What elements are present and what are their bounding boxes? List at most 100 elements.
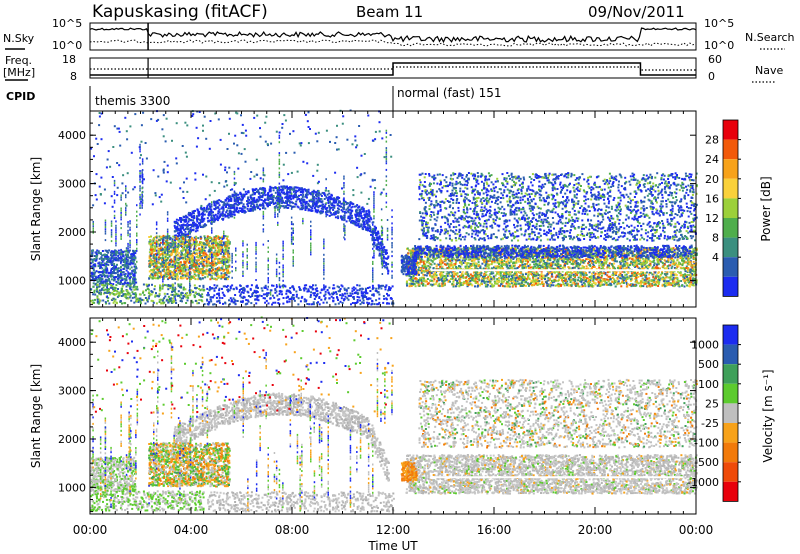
scatter-cell bbox=[358, 284, 361, 287]
scatter-cell bbox=[322, 206, 325, 208]
scatter-cell bbox=[277, 196, 280, 199]
scatter-cell bbox=[193, 221, 196, 224]
scatter-cell bbox=[299, 199, 302, 202]
scatter-cell bbox=[155, 254, 158, 256]
scatter-cell bbox=[194, 230, 197, 233]
scatter-cell bbox=[236, 207, 238, 210]
scatter-cell bbox=[238, 198, 241, 200]
scatter-cell bbox=[374, 234, 377, 236]
scatter-cell bbox=[332, 208, 335, 211]
scatter-cell bbox=[302, 217, 304, 220]
scatter-cell bbox=[223, 232, 225, 235]
scatter-cell bbox=[182, 256, 185, 259]
scatter-cell bbox=[382, 295, 385, 298]
scatter-cell bbox=[246, 256, 248, 259]
scatter-cell bbox=[148, 291, 151, 294]
scatter-cell bbox=[184, 218, 187, 221]
scatter-cell bbox=[351, 202, 354, 205]
scatter-cell bbox=[315, 203, 318, 206]
scatter-cell bbox=[259, 208, 261, 211]
scatter-cell bbox=[255, 201, 258, 203]
scatter-cell bbox=[211, 260, 213, 262]
scatter-cell bbox=[367, 229, 369, 232]
scatter-cell bbox=[176, 222, 179, 224]
scatter-cell bbox=[113, 201, 116, 204]
scatter-cell bbox=[283, 201, 286, 204]
scatter-cell bbox=[176, 247, 179, 250]
scatter-cell bbox=[235, 260, 237, 263]
scatter-cell bbox=[227, 203, 230, 206]
scatter-cell bbox=[193, 256, 196, 259]
scatter-cell bbox=[262, 215, 265, 218]
scatter-cell bbox=[361, 295, 364, 298]
scatter-cell bbox=[262, 224, 265, 226]
scatter-cell bbox=[166, 241, 169, 244]
scatter-cell bbox=[366, 220, 369, 223]
scatter-cell bbox=[114, 289, 117, 292]
scatter-cell bbox=[205, 210, 208, 213]
scatter-cell bbox=[285, 201, 288, 204]
scatter-cell bbox=[233, 209, 236, 212]
scatter-cell bbox=[174, 264, 176, 267]
scatter-cell bbox=[115, 233, 117, 236]
scatter-cell bbox=[346, 292, 349, 295]
scatter-cell bbox=[120, 270, 122, 273]
scatter-cell bbox=[343, 298, 346, 301]
scatter-cell bbox=[158, 243, 161, 246]
scatter-cell bbox=[243, 205, 245, 208]
scatter-cell bbox=[306, 190, 309, 193]
scatter-cell bbox=[275, 268, 278, 271]
scatter-cell bbox=[347, 202, 350, 205]
scatter-cell bbox=[267, 302, 270, 305]
scatter-cell bbox=[129, 233, 131, 236]
scatter-cell bbox=[314, 284, 317, 287]
scatter-cell bbox=[311, 207, 314, 210]
scatter-cell bbox=[362, 208, 365, 211]
scatter-cell bbox=[227, 249, 230, 252]
scatter-cell bbox=[157, 175, 160, 178]
scatter-cell bbox=[290, 231, 293, 234]
scatter-cell bbox=[115, 242, 117, 245]
scatter-cell bbox=[178, 231, 181, 234]
scatter-cell bbox=[323, 277, 325, 280]
scatter-cell bbox=[133, 278, 136, 281]
scatter-cell bbox=[225, 197, 228, 200]
scatter-cell bbox=[293, 186, 296, 189]
scatter-cell bbox=[159, 286, 161, 289]
scatter-cell bbox=[336, 203, 339, 206]
scatter-cell bbox=[385, 129, 388, 132]
scatter-cell bbox=[385, 155, 388, 158]
scatter-cell bbox=[281, 187, 284, 190]
scatter-cell bbox=[209, 262, 212, 265]
scatter-cell bbox=[115, 224, 117, 227]
scatter-cell bbox=[218, 301, 221, 304]
scatter-cell bbox=[221, 291, 224, 294]
scatter-cell bbox=[341, 216, 344, 219]
scatter-cell bbox=[244, 303, 247, 306]
scatter-cell bbox=[323, 284, 325, 287]
scatter-cell bbox=[94, 259, 97, 262]
scatter-cell bbox=[379, 254, 382, 257]
scatter-cell bbox=[255, 187, 258, 190]
scatter-cell bbox=[109, 261, 112, 264]
scatter-cell bbox=[242, 253, 244, 256]
scatter-cell bbox=[102, 272, 105, 275]
scatter-cell bbox=[266, 293, 269, 296]
scatter-cell bbox=[201, 277, 204, 280]
scatter-cell bbox=[246, 243, 248, 246]
scatter-cell bbox=[278, 261, 281, 264]
scatter-cell bbox=[174, 241, 176, 243]
scatter-cell bbox=[177, 254, 180, 257]
scatter-cell bbox=[374, 227, 377, 230]
scatter-cell bbox=[274, 211, 276, 214]
scatter-cell bbox=[340, 284, 343, 287]
scatter-cell bbox=[366, 213, 369, 215]
scatter-cell bbox=[323, 245, 325, 248]
scatter-cell bbox=[239, 294, 242, 297]
scatter-cell bbox=[148, 284, 150, 287]
scatter-cell bbox=[323, 258, 325, 261]
scatter-cell bbox=[106, 291, 108, 294]
scatter-cell bbox=[299, 300, 302, 303]
scatter-cell bbox=[357, 220, 360, 223]
scatter-cell bbox=[219, 214, 222, 217]
